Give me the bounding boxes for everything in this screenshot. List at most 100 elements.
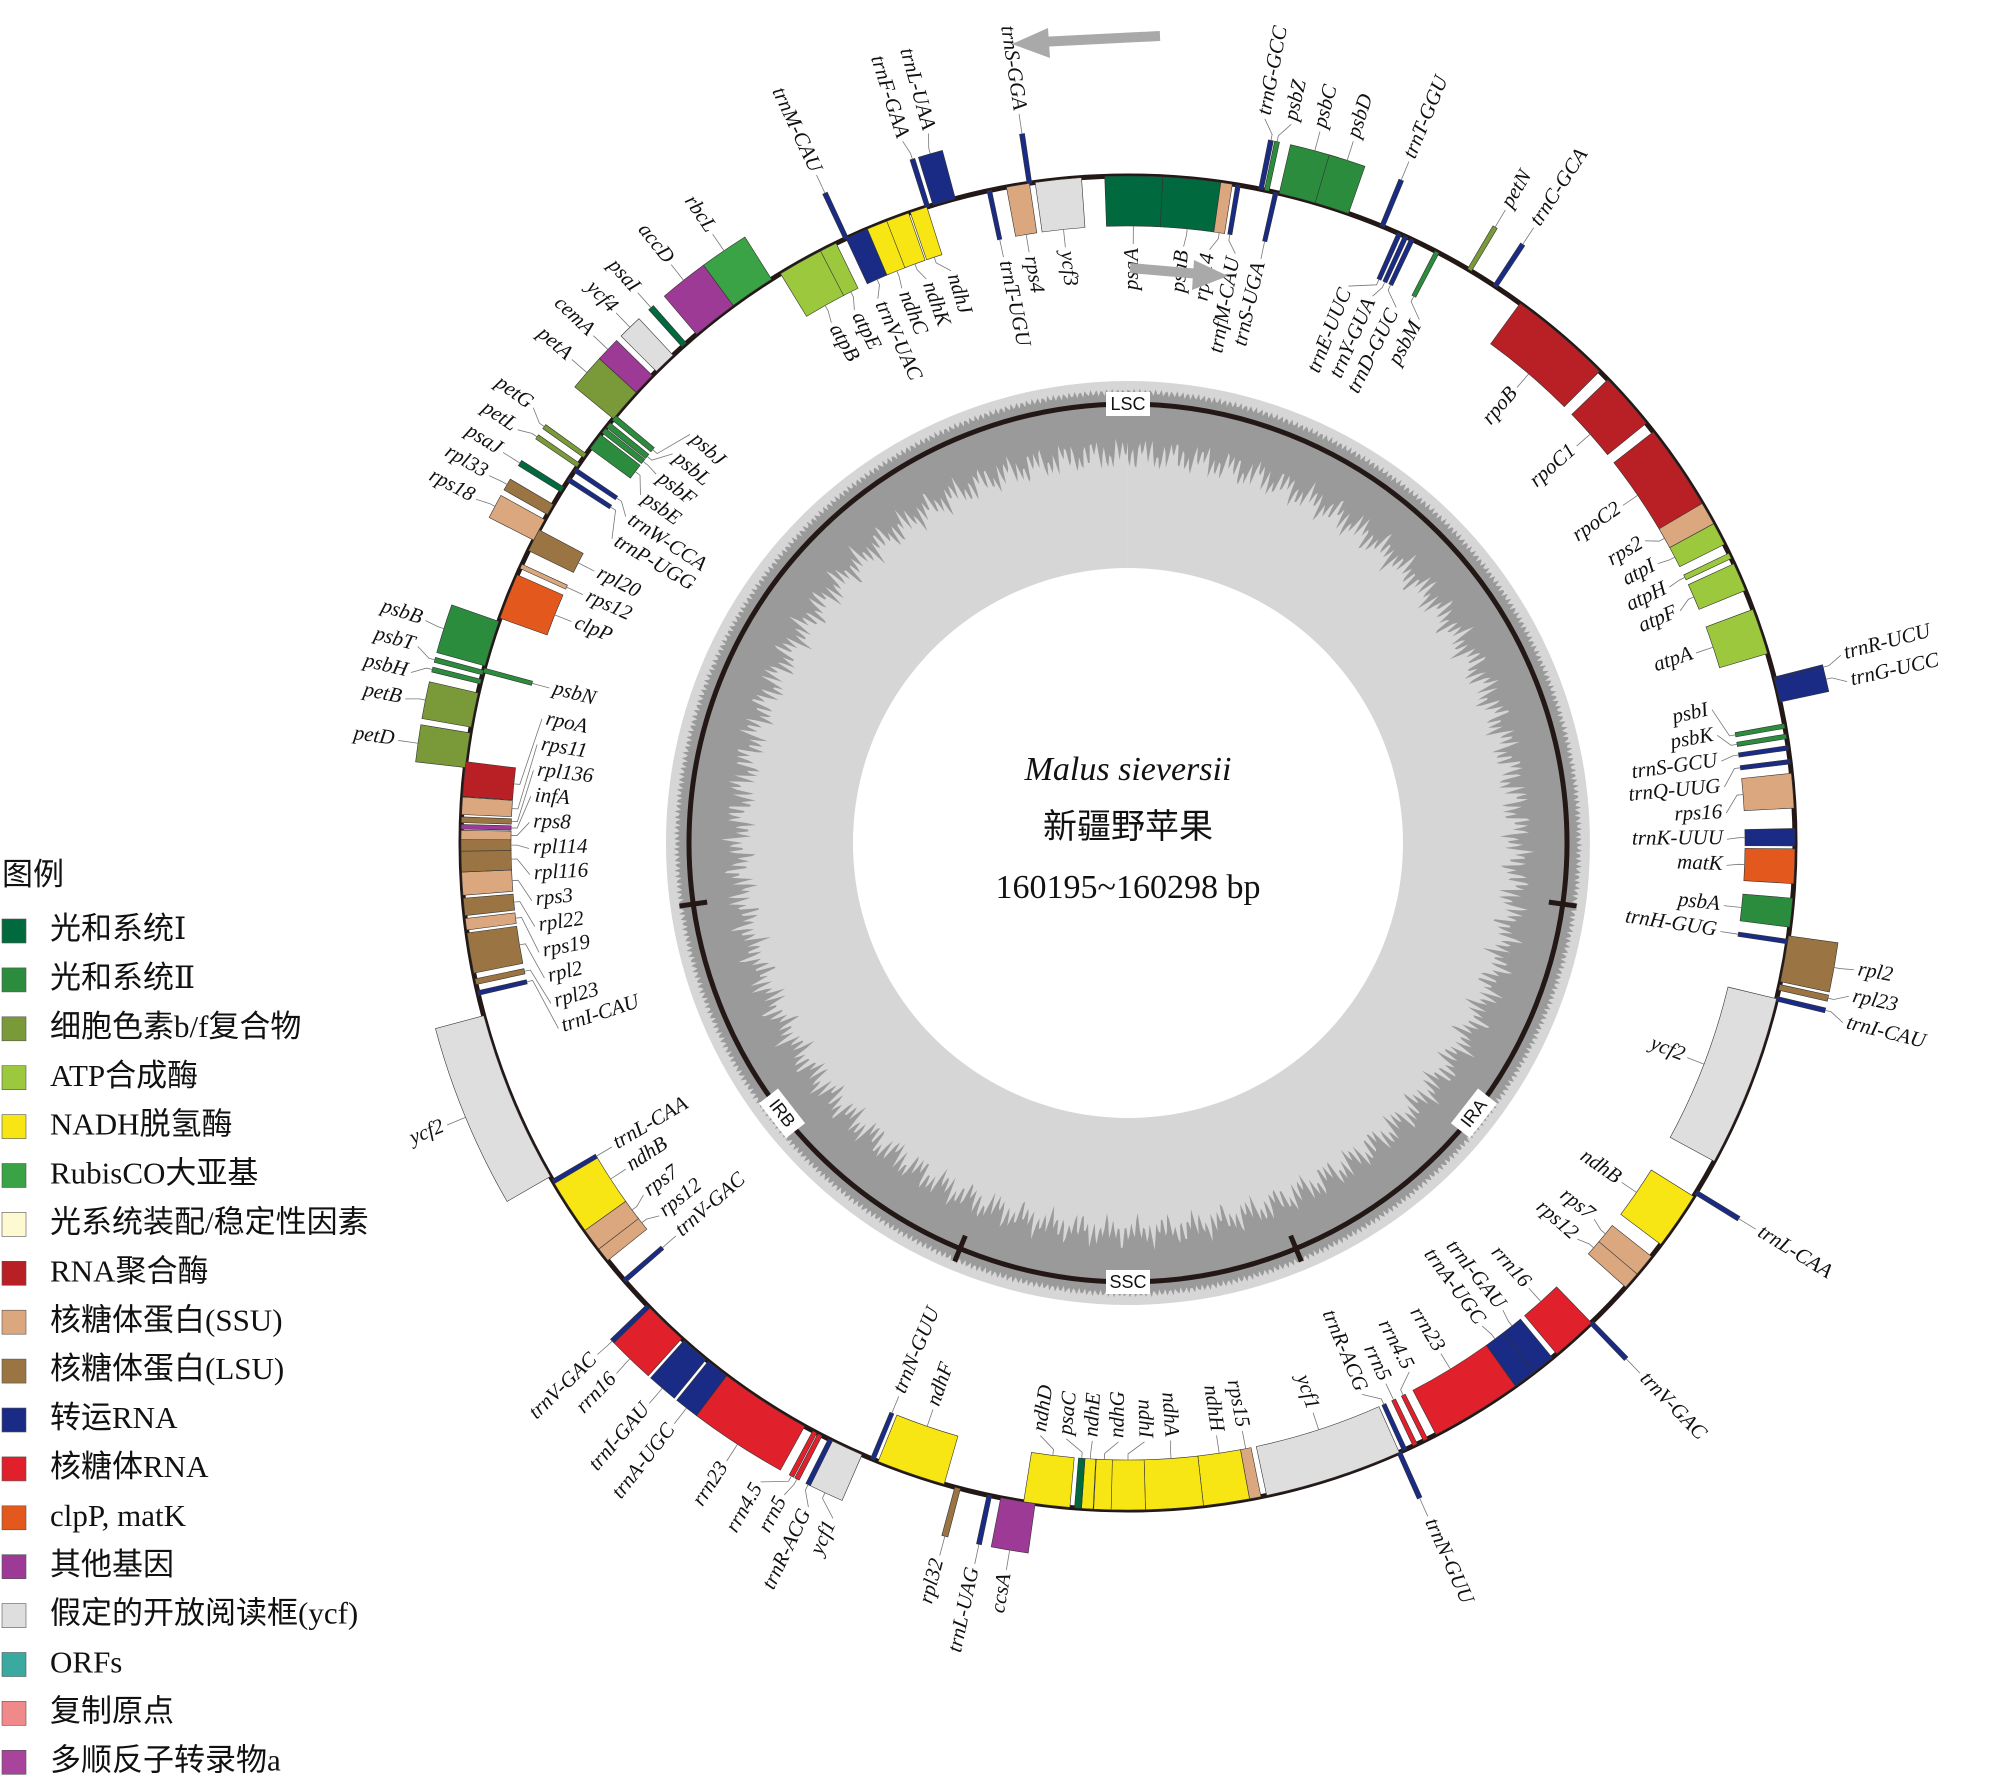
gene-block [431, 666, 482, 685]
species-chinese-name: 新疆野苹果 [1043, 808, 1213, 846]
gene-block [1264, 140, 1280, 192]
gene-label: trnV-GAC [1636, 1366, 1713, 1445]
gene-block [517, 459, 565, 493]
leader-line [571, 359, 588, 373]
legend-swatch [1, 1309, 27, 1335]
gene-block [519, 563, 568, 590]
leader-line [1721, 754, 1739, 762]
leader-line [673, 1407, 687, 1425]
leader-line [652, 434, 691, 455]
leader-line [1522, 227, 1535, 245]
direction-arrows [1012, 28, 1228, 290]
leader-line [1695, 646, 1714, 654]
leader-line [783, 1478, 798, 1496]
gene-label: rbcL [680, 190, 722, 236]
legend-label: RubisCO大亚基 [50, 1156, 258, 1191]
leader-line [1260, 241, 1266, 260]
leader-line [1625, 1358, 1641, 1374]
gene-block [1376, 232, 1402, 281]
gene-block [1743, 848, 1796, 885]
leader-line [515, 917, 540, 953]
legend-label: 核糖体蛋白(LSU) [50, 1351, 284, 1386]
gene-block [462, 761, 516, 801]
gene-label: rpl2 [1856, 956, 1895, 986]
arrow-head [1192, 260, 1228, 290]
leader-line [610, 506, 617, 539]
leader-line [1516, 373, 1530, 388]
species-name: Malus sieversii [1024, 751, 1232, 788]
gene-label: psbN [549, 675, 600, 710]
gene-block [1687, 563, 1746, 610]
gene-block [1159, 176, 1222, 233]
leader-line [1738, 1218, 1756, 1230]
leader-line [1228, 234, 1236, 254]
gene-block [1524, 1286, 1592, 1355]
gene-block [551, 1153, 598, 1184]
leader-line [974, 1544, 980, 1564]
gene-label: rrn23 [686, 1457, 732, 1510]
gene-block [1034, 177, 1086, 233]
leader-line [596, 1146, 613, 1157]
leader-line [804, 1484, 809, 1508]
leader-line [631, 1194, 644, 1211]
gene-block [703, 236, 773, 306]
gene-label: ycf1 [1291, 1369, 1325, 1412]
leader-line [446, 1117, 466, 1126]
gene-label: trnK-UUU [1632, 825, 1725, 850]
gene-block [1379, 178, 1404, 228]
gene-label: ndhF [921, 1359, 958, 1409]
gene-block [1258, 139, 1274, 191]
leader-line [1576, 433, 1591, 447]
gene-label: trnC-GCA [1524, 143, 1592, 229]
leader-line [1726, 837, 1745, 840]
legend-label: 假定的开放阅读框(ycf) [50, 1596, 358, 1631]
leader-line [642, 461, 657, 475]
gene-label: rpl32 [913, 1555, 948, 1606]
legend-label: clpP, matK [50, 1498, 187, 1533]
gene-block [611, 415, 655, 453]
leader-line [933, 257, 952, 272]
legend-swatch [1, 1114, 27, 1139]
leader-line [417, 646, 435, 661]
gene-block [909, 206, 943, 261]
leader-line [526, 979, 559, 1029]
gc-background [665, 381, 1590, 1306]
leader-line [616, 497, 627, 517]
gene-block [1400, 1393, 1429, 1442]
gene-block [1143, 1455, 1204, 1511]
leader-line [876, 279, 880, 299]
gene-label: ndhA [1157, 1391, 1184, 1437]
leader-line [637, 292, 652, 308]
gene-block [462, 893, 515, 916]
gene-label: psbZ [1278, 77, 1311, 124]
leader-line [1440, 1353, 1451, 1370]
legend-swatch [1, 1750, 27, 1775]
genome-size: 160195~160298 bp [996, 869, 1261, 906]
gene-label: ycf2 [404, 1113, 448, 1150]
gene-label: rpoC2 [1567, 496, 1625, 546]
legend-swatch [1, 1163, 27, 1188]
leader-line [1481, 1325, 1496, 1340]
gene-label: accD [634, 218, 680, 268]
region-label: LSC [1106, 392, 1150, 416]
gene-block [1006, 182, 1038, 237]
leader-line [517, 429, 538, 438]
gene-block [1396, 1450, 1423, 1500]
gene-block [528, 529, 584, 573]
legend-swatch [1, 1554, 27, 1579]
gene-label: ndhE [1078, 1392, 1105, 1438]
legend-label: 其他基因 [50, 1547, 174, 1582]
gene-label: rpl116 [533, 857, 589, 884]
leader-line [488, 475, 508, 485]
leader-line [511, 822, 530, 836]
gene-block [460, 839, 512, 852]
gene-block [1620, 1169, 1695, 1245]
leader-line [425, 620, 444, 629]
leader-line [1387, 284, 1397, 308]
gene-block [460, 824, 512, 831]
leader-line [928, 133, 931, 154]
leader-line [1065, 1438, 1083, 1459]
legend-label: 光和系统Ⅰ [50, 911, 186, 946]
leader-line [1657, 556, 1675, 565]
